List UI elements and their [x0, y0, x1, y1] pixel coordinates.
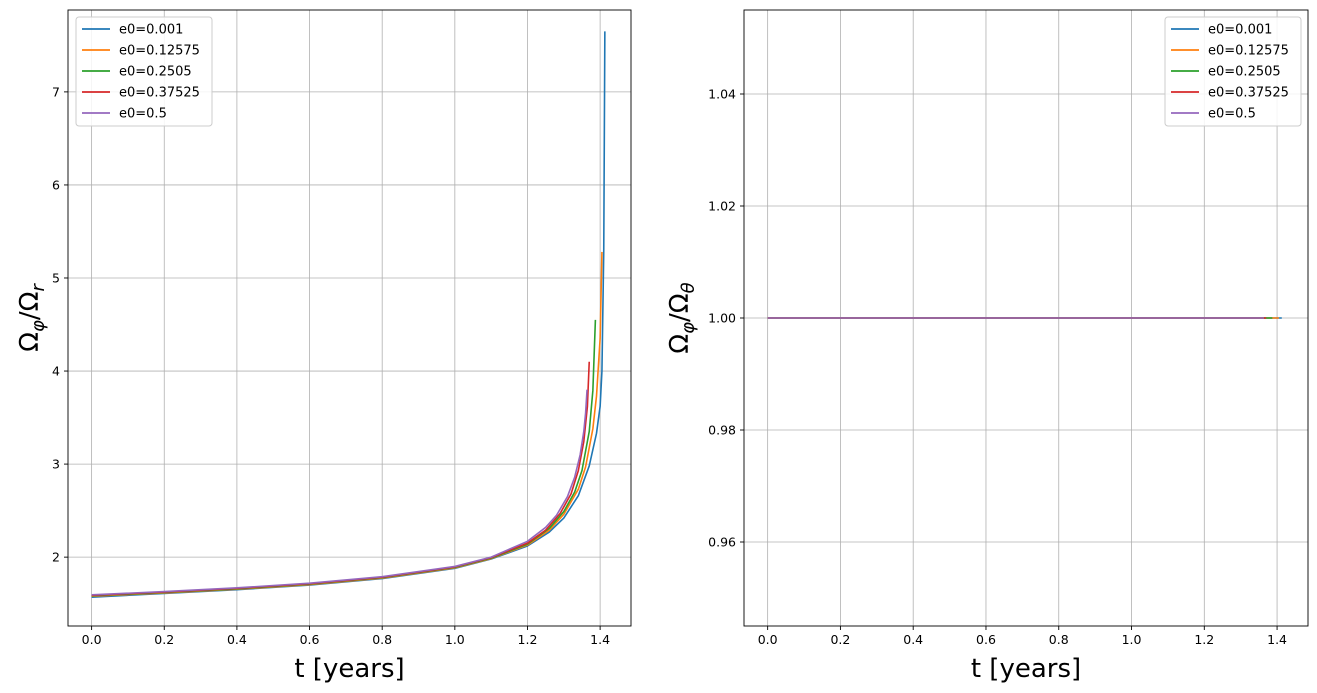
- x-tick-label: 0.4: [227, 632, 247, 647]
- x-tick-label: 0.4: [903, 632, 923, 647]
- x-tick-label: 1.0: [1122, 632, 1142, 647]
- legend-entry: e0=0.37525: [119, 86, 200, 101]
- series-line-e0=0.37525: [91, 361, 591, 597]
- y-tick-label: 0.98: [708, 423, 736, 438]
- legend-entry: e0=0.12575: [1208, 44, 1289, 59]
- y-tick-label: 7: [52, 84, 60, 99]
- x-tick-label: 0.0: [758, 632, 778, 647]
- y-tick-label: 6: [52, 177, 60, 192]
- x-tick-label: 1.0: [445, 632, 465, 647]
- y-tick-label: 2: [52, 550, 60, 565]
- legend-entry: e0=0.5: [1208, 107, 1256, 122]
- y-axis-label: Ωφ​/Ωθ​: [665, 282, 699, 353]
- series-line-e0=0.5: [91, 389, 588, 596]
- x-axis-label: t [years]: [971, 654, 1081, 684]
- x-tick-label: 0.6: [300, 632, 320, 647]
- x-tick-label: 0.8: [1049, 632, 1069, 647]
- x-tick-label: 0.2: [154, 632, 174, 647]
- y-tick-label: 1.02: [708, 199, 736, 214]
- y-tick-label: 5: [52, 270, 60, 285]
- x-tick-label: 0.2: [830, 632, 850, 647]
- x-tick-label: 1.2: [1194, 632, 1214, 647]
- series-line-e0=0.2505: [91, 319, 597, 597]
- y-tick-label: 0.96: [708, 535, 736, 550]
- x-tick-label: 1.2: [518, 632, 538, 647]
- legend-entry: e0=0.12575: [119, 44, 200, 59]
- right-chart-panel: 0.0 0.2 0.4 0.6 0.8 1.0 1.2 1.4 0.96 0.98 1.00 1.02…: [665, 9, 1309, 684]
- legend-entry: e0=0.37525: [1208, 86, 1289, 101]
- y-tick-label: 1.00: [708, 311, 736, 326]
- legend-entry: e0=0.5: [119, 107, 167, 122]
- x-tick-label: 1.4: [590, 632, 610, 647]
- left-chart-panel: 0.0 0.2 0.4 0.6 0.8 1.0 1.2 1.4 2 3 4 5 6 7 t [years] Ω…: [15, 9, 632, 684]
- legend-entry: e0=0.2505: [119, 65, 192, 80]
- axes-frame: [67, 9, 632, 627]
- x-tick-label: 0.6: [976, 632, 996, 647]
- y-tick-label: 3: [52, 457, 60, 472]
- y-axis-label: Ωφ​/Ωr​: [15, 283, 49, 352]
- x-tick-label: 0.8: [372, 632, 392, 647]
- legend-entry: e0=0.001: [119, 23, 183, 38]
- x-tick-label: 0.0: [82, 632, 102, 647]
- y-tick-label: 1.04: [708, 87, 736, 102]
- legend-box: [75, 16, 213, 127]
- x-tick-label: 1.4: [1267, 632, 1287, 647]
- x-axis-label: t [years]: [294, 654, 404, 684]
- y-tick-label: 4: [52, 364, 60, 379]
- legend-entry: e0=0.2505: [1208, 65, 1281, 80]
- legend-entry: e0=0.001: [1208, 23, 1272, 38]
- legend-box: [1164, 16, 1302, 127]
